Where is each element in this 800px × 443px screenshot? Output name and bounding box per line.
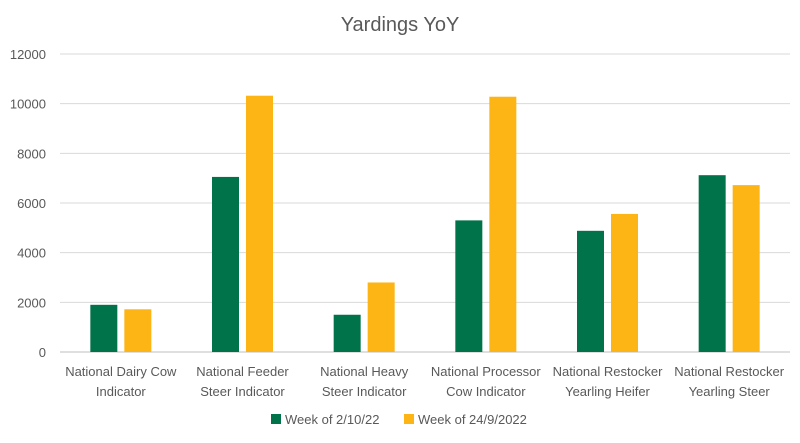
legend-swatch <box>271 414 281 424</box>
x-tick-label: Yearling Steer <box>689 384 771 399</box>
bars <box>90 95 760 352</box>
bar-1-6 <box>698 175 726 352</box>
x-tick-label: National Processor <box>431 364 541 379</box>
legend-label: Week of 2/10/22 <box>285 412 379 427</box>
gridlines <box>60 53 790 353</box>
x-tick-label: Yearling Heifer <box>565 384 650 399</box>
y-axis-ticks: 0 2000 4000 6000 8000 10000 12000 <box>10 47 46 360</box>
chart-title: Yardings YoY <box>341 14 460 36</box>
x-axis-labels: National Dairy Cow Indicator National Feed… <box>65 364 785 399</box>
y-tick-label: 2000 <box>17 295 46 310</box>
bar-2-6 <box>732 185 760 352</box>
bar-1-1 <box>90 304 118 352</box>
legend-label: Week of 24/9/2022 <box>418 412 527 427</box>
bar-1-4 <box>455 220 483 352</box>
x-tick-label: Cow Indicator <box>446 384 526 399</box>
bar-1-5 <box>577 230 604 352</box>
x-tick-label: National Feeder <box>196 364 289 379</box>
y-tick-label: 12000 <box>10 47 46 62</box>
x-tick-label: National Restocker <box>674 364 784 379</box>
x-tick-label: National Dairy Cow <box>65 364 177 379</box>
bar-2-2 <box>246 95 273 352</box>
y-tick-label: 10000 <box>10 97 46 112</box>
y-tick-label: 0 <box>39 345 46 360</box>
bar-1-3 <box>333 314 361 352</box>
bar-2-4 <box>489 96 517 352</box>
bar-2-5 <box>611 213 638 352</box>
bar-1-2 <box>212 176 239 352</box>
x-tick-label: National Restocker <box>553 364 663 379</box>
bar-2-3 <box>367 282 395 352</box>
y-tick-label: 6000 <box>17 196 46 211</box>
legend: Week of 2/10/22 Week of 24/9/2022 <box>271 412 527 427</box>
x-tick-label: Steer Indicator <box>322 384 407 399</box>
x-tick-label: Steer Indicator <box>200 384 285 399</box>
bar-2-1 <box>124 309 152 352</box>
x-tick-label: Indicator <box>96 384 147 399</box>
legend-swatch <box>404 414 414 424</box>
y-tick-label: 4000 <box>17 246 46 261</box>
y-tick-label: 8000 <box>17 146 46 161</box>
x-tick-label: National Heavy <box>320 364 409 379</box>
